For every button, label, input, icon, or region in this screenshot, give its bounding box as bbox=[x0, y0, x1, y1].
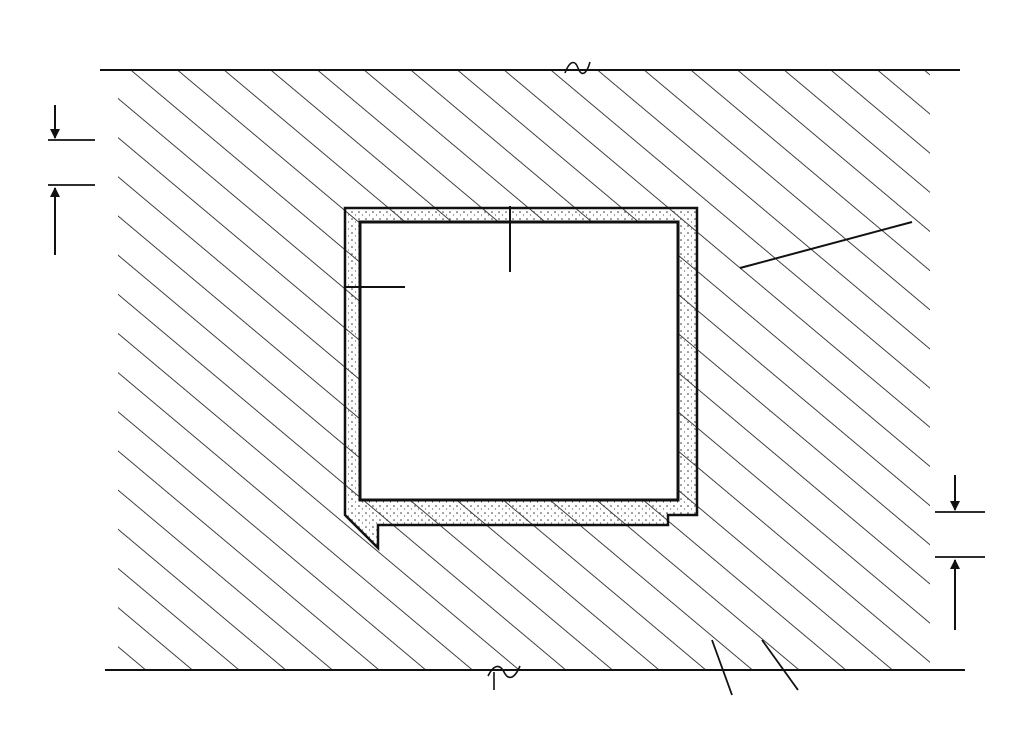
water-flow-leader bbox=[739, 221, 913, 269]
duct-penetration-opening bbox=[358, 220, 680, 502]
top-break-mark bbox=[564, 61, 591, 75]
ribs-removed-bottom-leader-right bbox=[761, 639, 799, 691]
dimension-marker-top-left bbox=[48, 105, 95, 255]
ribs-removed-bottom-leader-left bbox=[711, 639, 733, 696]
dimension-marker-bottom-right bbox=[935, 475, 985, 630]
bottom-break-mark bbox=[487, 665, 521, 679]
